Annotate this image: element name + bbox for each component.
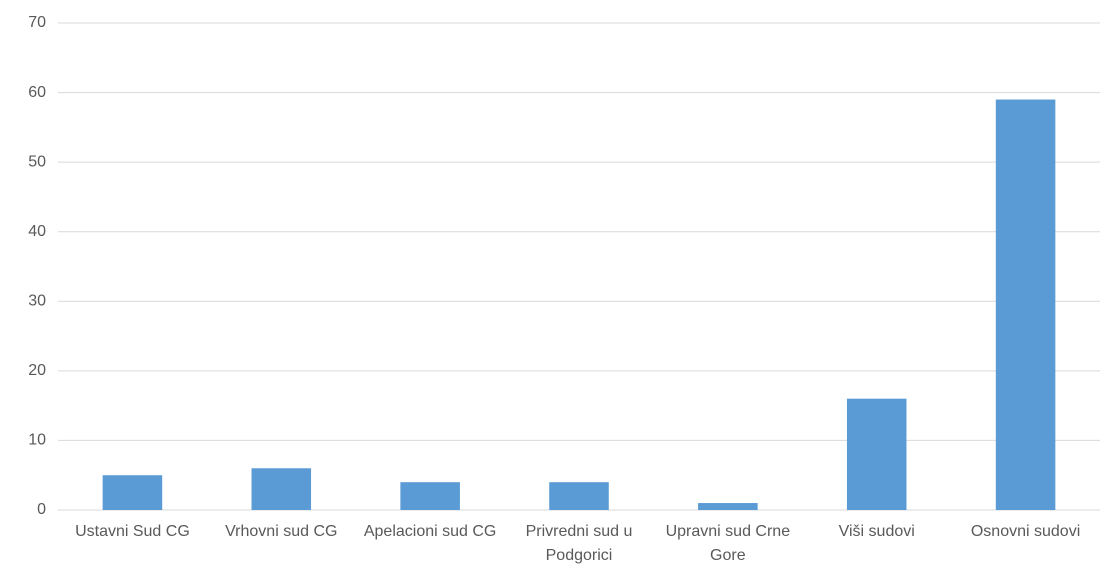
- bar: [251, 468, 312, 510]
- y-tick-label: 20: [28, 362, 46, 379]
- y-tick-label: 0: [37, 501, 46, 518]
- y-tick-label: 10: [28, 432, 46, 449]
- bar: [846, 398, 907, 510]
- x-tick-label: Apelacioni sud CG: [363, 523, 497, 540]
- bar: [400, 482, 460, 510]
- x-tick-label: Vrhovni sud CG: [225, 523, 338, 540]
- x-tick-label: Osnovni sudovi: [970, 523, 1081, 540]
- bar: [995, 99, 1056, 511]
- y-tick-label: 60: [28, 84, 46, 101]
- bar: [102, 475, 163, 510]
- y-tick-label: 40: [28, 223, 46, 240]
- y-tick-label: 50: [28, 153, 46, 170]
- bar: [549, 482, 609, 510]
- x-tick-label: Ustavni Sud CG: [75, 523, 190, 540]
- bar: [698, 503, 758, 510]
- x-tick-label: Viši sudovi: [838, 523, 915, 540]
- x-tick-label: Upravni sud Crne Gore: [665, 523, 791, 564]
- x-tick-label: Privredni sud u Podgorici: [525, 523, 633, 564]
- y-tick-label: 70: [28, 14, 46, 31]
- y-tick-label: 30: [28, 293, 46, 310]
